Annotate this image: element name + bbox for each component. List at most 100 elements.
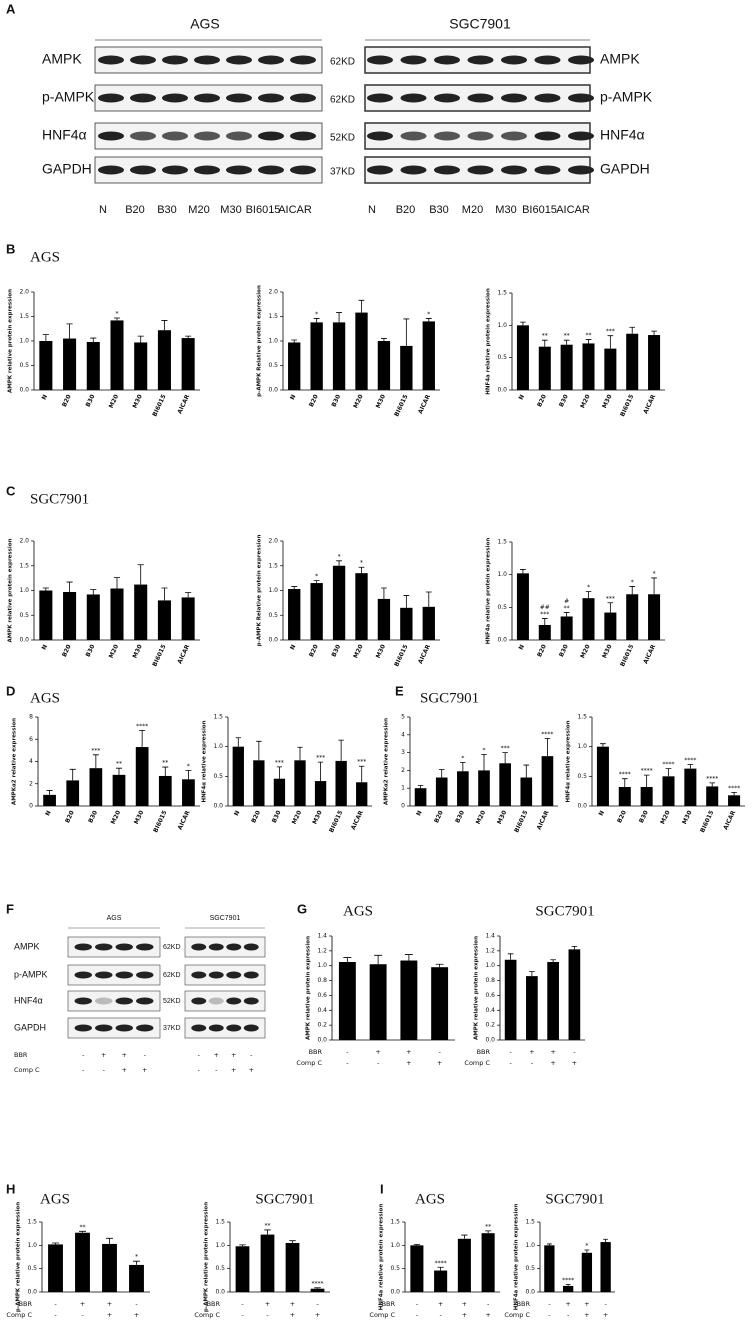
blot-band	[98, 55, 124, 65]
bar	[112, 774, 126, 806]
condition-sign: +	[214, 1051, 219, 1059]
x-tick-label: BI6015	[619, 394, 635, 418]
condition-name: Comp C	[194, 1311, 220, 1319]
lane-label: N	[368, 204, 376, 216]
y-tick-label: 6	[29, 736, 33, 743]
y-axis-label: AMPKα2 relative expression	[384, 718, 390, 805]
x-tick-label: B30	[330, 394, 342, 409]
condition-sign: +	[80, 1300, 85, 1308]
blot-band	[194, 165, 220, 175]
error-bar	[66, 323, 73, 339]
x-tick-label: B30	[271, 810, 283, 825]
bar	[582, 598, 595, 640]
blot-band	[434, 165, 460, 175]
blot-band	[74, 997, 92, 1005]
condition-sign: -	[548, 1300, 551, 1308]
lane-label: BI6015	[246, 204, 281, 216]
error-bar	[571, 946, 578, 950]
bar	[604, 612, 617, 640]
blot-band	[434, 55, 460, 65]
panel-letter: E	[395, 683, 404, 698]
x-tick-label: B20	[250, 810, 262, 825]
condition-sign: +	[550, 1048, 555, 1056]
bar	[48, 1244, 63, 1292]
significance: ***	[606, 595, 615, 602]
condition-sign: +	[437, 1059, 442, 1067]
x-tick-label: BI6015	[328, 810, 344, 834]
y-tick-label: 2.0	[19, 538, 29, 545]
bar	[516, 325, 529, 390]
bar	[414, 788, 427, 806]
bar	[400, 607, 413, 640]
y-tick-label: 8	[29, 714, 33, 721]
condition-sign: +	[550, 1059, 555, 1067]
error-bar	[461, 1234, 468, 1239]
y-tick-label: 0.5	[268, 612, 278, 619]
bar	[134, 342, 148, 390]
significance: **	[80, 1224, 86, 1231]
y-tick-label: 1.2	[485, 947, 495, 954]
blot-band	[115, 1024, 133, 1032]
condition-sign: -	[509, 1048, 512, 1056]
error-bar	[161, 320, 168, 331]
error-bar	[291, 339, 298, 343]
y-tick-label: 0.2	[317, 1022, 327, 1029]
bar	[235, 1246, 250, 1292]
mw-label: 37KD	[330, 167, 355, 178]
bar	[640, 787, 653, 806]
condition-sign: -	[81, 1311, 84, 1319]
bar	[288, 589, 301, 640]
blot-band	[194, 131, 220, 141]
y-tick-label: 0.5	[525, 1265, 535, 1272]
y-tick-label: 1.0	[390, 1242, 400, 1249]
protein-label: AMPK	[42, 51, 82, 67]
y-tick-label: 0	[401, 803, 405, 810]
y-axis-label: AMPK relative protein expression	[8, 289, 14, 393]
error-bar	[584, 1249, 590, 1253]
condition-sign: -	[316, 1300, 319, 1308]
error-bar	[520, 569, 526, 574]
x-tick-label: B20	[308, 644, 320, 659]
error-bar	[113, 317, 121, 321]
y-tick-label: 5	[401, 714, 405, 721]
lane-label: BI6015	[522, 204, 557, 216]
error-bar	[336, 312, 342, 323]
bar	[232, 746, 244, 806]
blot-band	[367, 165, 393, 175]
lane-label: AICAR	[556, 204, 590, 216]
bar	[684, 768, 697, 806]
bar	[157, 330, 171, 390]
bar	[135, 747, 149, 806]
significance: ****	[684, 757, 696, 764]
significance: ***	[316, 755, 325, 762]
y-tick-label: 2.0	[19, 289, 29, 296]
significance: ****	[619, 771, 631, 778]
x-tick-label: M30	[131, 394, 143, 410]
condition-sign: -	[531, 1059, 534, 1067]
y-tick-label: 0.6	[317, 992, 327, 999]
condition-sign: +	[375, 1048, 380, 1056]
cell-title: SGC7901	[210, 915, 241, 922]
error-bar	[600, 743, 606, 747]
lane-label: B30	[157, 204, 177, 216]
mw-label: 62KD	[330, 95, 355, 106]
error-bar	[437, 1266, 444, 1271]
significance: *	[483, 747, 486, 754]
bar	[369, 964, 387, 1040]
protein-label: p-AMPK	[14, 969, 48, 979]
cell-title: AGS	[107, 915, 122, 922]
cell-title: AGS	[190, 16, 220, 32]
panel-letter: A	[6, 1, 16, 16]
condition-name: Comp C	[504, 1311, 530, 1319]
bar	[538, 346, 551, 390]
bar	[377, 341, 391, 390]
error-bar	[403, 318, 410, 346]
error-bar	[297, 746, 303, 761]
error-bar	[651, 577, 657, 595]
y-tick-label: 0.0	[268, 387, 278, 394]
error-bar	[276, 766, 283, 779]
y-tick-label: 1.5	[27, 1219, 37, 1226]
significance: #	[564, 598, 569, 605]
condition-sign: -	[144, 1051, 147, 1059]
condition-sign: -	[346, 1048, 349, 1056]
